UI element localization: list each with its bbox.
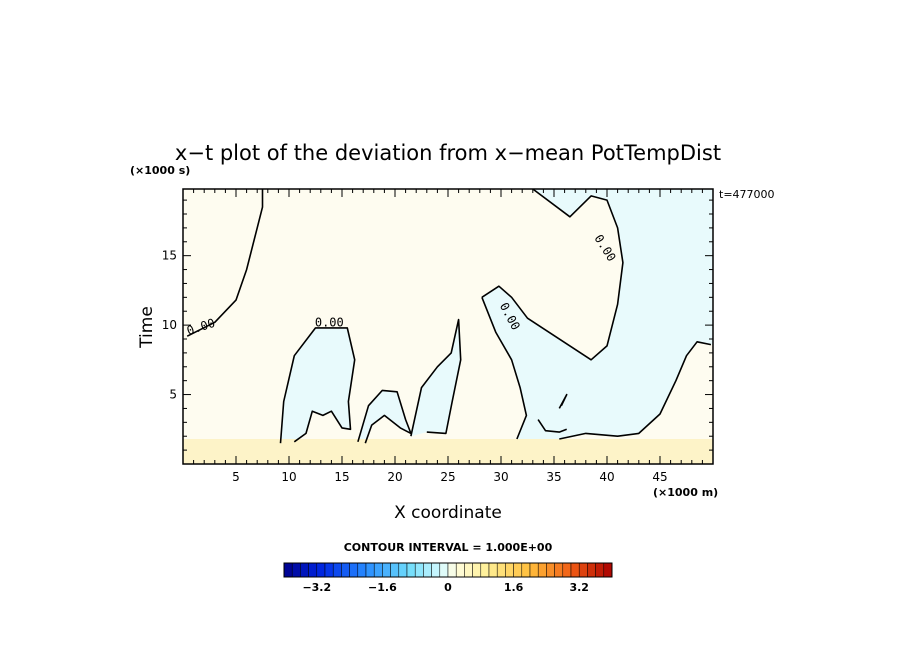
x-tick-label: 15 xyxy=(334,470,349,484)
colorbar-bin xyxy=(455,562,465,578)
colorbar-tick-label: 1.6 xyxy=(504,581,524,594)
colorbar-bin xyxy=(529,562,539,578)
colorbar-tick-label: −3.2 xyxy=(302,581,331,594)
colorbar-bin xyxy=(283,562,293,578)
colorbar-bin xyxy=(423,562,432,578)
zero-contour-line xyxy=(481,189,624,361)
colorbar-bin xyxy=(439,562,449,578)
colorbar-bin xyxy=(373,562,383,578)
zero-contour-line xyxy=(559,341,712,440)
colorbar-bin xyxy=(390,562,400,578)
colorbar-bin xyxy=(431,562,441,578)
field-cool-region xyxy=(280,189,713,444)
y-axis: 5 10 15 xyxy=(162,199,713,451)
colorbar-bin xyxy=(472,562,482,578)
x-tick-label: 10 xyxy=(281,470,296,484)
zero-contour-line xyxy=(279,327,356,444)
colorbar-bin xyxy=(513,562,523,578)
x-tick-label: 20 xyxy=(387,470,402,484)
time-annotation: t=477000 xyxy=(719,188,775,201)
colorbar-bin xyxy=(488,562,498,578)
zero-contours xyxy=(186,189,712,444)
x-tick-label: 25 xyxy=(440,470,455,484)
colorbar-bin xyxy=(546,562,555,578)
zero-contour-line xyxy=(481,297,528,440)
y-tick-label: 10 xyxy=(162,318,177,332)
colorbar-bin xyxy=(291,562,301,578)
colorbar-bin xyxy=(603,562,613,578)
colorbar-bin xyxy=(505,562,514,578)
colorbar-bin xyxy=(570,562,580,578)
x-axis: 5 10 15 20 25 30 35 40 45 xyxy=(193,189,703,484)
colorbar-bin xyxy=(587,562,596,578)
y-tick-label: 15 xyxy=(162,249,177,263)
colorbar-bin xyxy=(308,562,318,578)
x-tick-label: 35 xyxy=(546,470,561,484)
zero-contour-line xyxy=(558,393,568,409)
colorbar-bin xyxy=(341,562,350,578)
colorbar-bin xyxy=(382,562,391,578)
colorbar-bin xyxy=(480,562,490,578)
zero-contour-line xyxy=(357,389,412,444)
colorbar-bin xyxy=(521,562,531,578)
zero-contour-line xyxy=(410,318,462,437)
y-axis-label: Time xyxy=(137,306,157,349)
colorbar-bin xyxy=(349,562,359,578)
colorbar-bin xyxy=(578,562,588,578)
x-tick-label: 30 xyxy=(493,470,508,484)
x-tick-label: 5 xyxy=(232,470,240,484)
colorbar-bin xyxy=(365,562,375,578)
zero-contour-line xyxy=(186,189,264,337)
colorbar-bin xyxy=(562,562,572,578)
zero-contour-line xyxy=(537,419,567,433)
x-unit-label: (×1000 m) xyxy=(653,486,718,499)
chart-title: x−t plot of the deviation from x−mean Po… xyxy=(175,141,721,165)
colorbar-tick-label: 3.2 xyxy=(569,581,589,594)
colorbar-bin xyxy=(300,562,309,578)
colorbar-frame xyxy=(283,562,613,578)
colorbar-tick-label: 0 xyxy=(444,581,452,594)
colorbar-bin xyxy=(357,562,367,578)
colorbar-bin xyxy=(414,562,424,578)
colorbar: −3.2 −1.6 0 1.6 3.2 xyxy=(283,562,613,594)
colorbar-bin xyxy=(406,562,416,578)
x-axis-label: X coordinate xyxy=(394,503,502,523)
colorbar-bin xyxy=(332,562,342,578)
colorbar-bin xyxy=(398,562,408,578)
colorbar-bin xyxy=(324,562,334,578)
colorbar-bin xyxy=(447,562,457,578)
colorbar-bin xyxy=(496,562,506,578)
x-tick-label: 40 xyxy=(599,470,614,484)
y-unit-label: (×1000 s) xyxy=(130,164,190,177)
colorbar-bin xyxy=(554,562,564,578)
plot-area: 0.00 0.00 0.000.00 xyxy=(183,189,713,464)
contour-interval-text: CONTOUR INTERVAL = 1.000E+00 xyxy=(344,541,553,554)
colorbar-bin xyxy=(595,562,605,578)
colorbar-bin xyxy=(316,562,326,578)
colorbar-bin xyxy=(537,562,547,578)
y-tick-label: 5 xyxy=(169,388,177,402)
colorbar-bin xyxy=(464,562,473,578)
x-tick-label: 45 xyxy=(652,470,667,484)
colorbar-tick-label: −1.6 xyxy=(368,581,397,594)
contour-label: 0.00 xyxy=(315,316,344,330)
